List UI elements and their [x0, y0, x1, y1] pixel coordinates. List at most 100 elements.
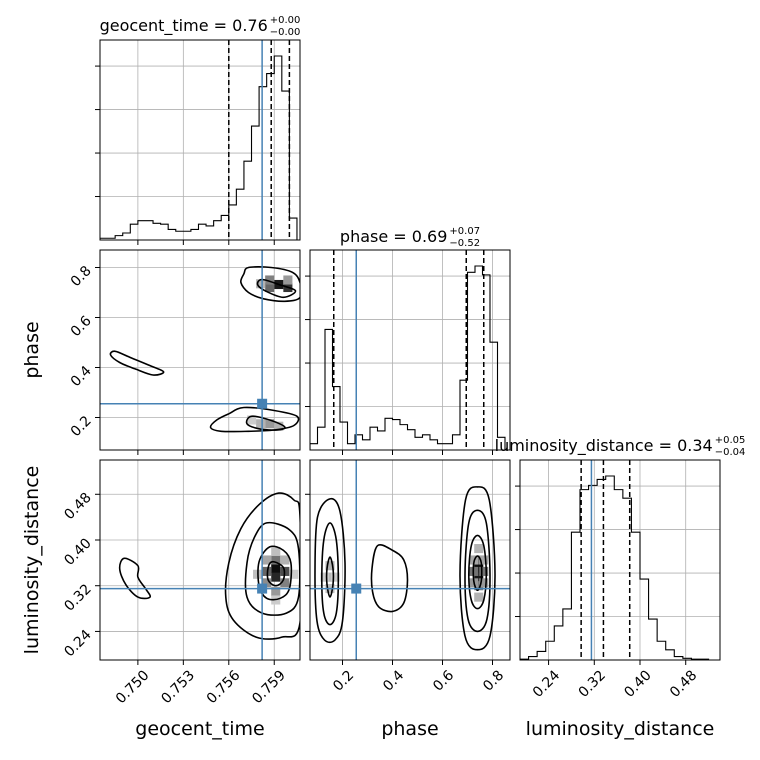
density-cell — [280, 555, 290, 565]
contour-line — [224, 492, 300, 640]
density-cell — [474, 592, 484, 602]
histogram-geocent-time — [100, 55, 298, 240]
title-text: luminosity_distance = 0.34 — [495, 436, 713, 456]
y-tick-label: 0.2 — [68, 413, 95, 440]
panel-frame — [309, 249, 511, 451]
x-tick-label: 0.6 — [430, 667, 457, 694]
y-tick-label: 0.32 — [61, 581, 94, 614]
title-minus: −0.52 — [449, 238, 480, 249]
truth-marker — [257, 583, 268, 594]
panel-title: luminosity_distance = 0.34 +0.05−0.04 — [495, 435, 746, 458]
grid-lines — [100, 40, 720, 660]
panel-frame — [309, 459, 511, 661]
x-tick-label: 0.32 — [576, 667, 609, 700]
truth-marker — [257, 398, 268, 409]
density-cell — [474, 555, 484, 565]
density-cell — [271, 572, 281, 582]
title-text: phase = 0.69 — [340, 227, 447, 246]
title-text: geocent_time = 0.76 — [100, 16, 268, 36]
title-plus: +0.00 — [270, 15, 301, 26]
y-tick-label: 0.48 — [61, 490, 94, 523]
panel-title: geocent_time = 0.76 +0.00−0.00 — [100, 15, 301, 38]
density-cell — [330, 572, 340, 582]
panel-frames — [99, 39, 721, 661]
contour-line — [370, 544, 409, 613]
x-tick-label: 0.4 — [380, 667, 407, 694]
density-cell — [474, 544, 484, 554]
histogram-phase — [310, 265, 506, 450]
density-cell — [474, 564, 484, 574]
density-cell — [325, 561, 335, 571]
contour-line — [118, 557, 152, 600]
density-cell — [271, 555, 281, 565]
x-axis-label: luminosity_distance — [526, 718, 715, 740]
truth-marker — [351, 583, 362, 594]
title-plus: +0.07 — [449, 226, 480, 237]
histogram-luminosity-distance — [520, 475, 710, 660]
density-cell — [274, 421, 284, 431]
x-tick-label: 0.756 — [204, 667, 244, 707]
panel-title: phase = 0.69 +0.07−0.52 — [340, 226, 480, 249]
contour-layer — [109, 266, 496, 651]
histogram-layer — [100, 55, 710, 660]
x-tick-label: 0.48 — [667, 667, 700, 700]
density-cell — [320, 572, 330, 582]
density-cell — [289, 569, 299, 579]
density-cell — [479, 555, 489, 565]
contour-line — [467, 534, 488, 610]
contour-line — [320, 522, 340, 626]
x-tick-label: 0.753 — [158, 667, 198, 707]
title-plus: +0.05 — [715, 435, 746, 446]
panel-frame — [99, 249, 301, 451]
y-tick-label: 0.8 — [68, 263, 95, 290]
title-minus: −0.00 — [270, 27, 301, 38]
contour-line — [266, 560, 286, 587]
density-cell — [280, 578, 290, 588]
y-axis-label: phase — [21, 321, 43, 378]
density-cell — [246, 415, 257, 425]
contour-line — [257, 545, 293, 601]
x-axis-label: phase — [381, 718, 438, 740]
density-cell — [474, 572, 484, 582]
contour-line — [314, 497, 346, 644]
tick-marks — [95, 65, 687, 665]
x-tick-label: 0.2 — [330, 667, 357, 694]
density-cell — [256, 279, 266, 289]
density-cell — [262, 578, 272, 588]
contour-line — [325, 556, 335, 598]
density-cell — [271, 564, 281, 574]
density-cell — [262, 555, 272, 565]
contour-line — [256, 278, 297, 299]
density-cell — [265, 419, 275, 429]
y-tick-label: 0.6 — [68, 313, 95, 340]
contour-line — [239, 266, 300, 303]
contour-line — [459, 486, 496, 651]
density-cell — [479, 566, 489, 576]
density-cell — [265, 282, 275, 293]
y-axis-label: luminosity_distance — [21, 466, 43, 655]
panel-frame — [519, 459, 721, 661]
density-cell — [271, 586, 281, 596]
density-cell — [256, 419, 266, 429]
y-tick-label: 0.4 — [68, 363, 95, 390]
contour-line — [209, 406, 300, 433]
density-cell — [265, 275, 275, 285]
panel-frame — [99, 39, 301, 241]
y-tick-label: 0.40 — [61, 535, 94, 568]
x-tick-label: 0.8 — [480, 667, 507, 694]
x-tick-label: 0.40 — [621, 667, 654, 700]
panel-frame — [99, 459, 301, 661]
x-tick-label: 0.759 — [249, 667, 289, 707]
title-minus: −0.04 — [715, 447, 746, 458]
density-cell — [474, 581, 484, 591]
contour-line — [472, 555, 483, 592]
density-cell — [283, 275, 293, 285]
density-cell — [325, 572, 335, 582]
reference-lines — [100, 40, 631, 660]
contour-line — [464, 509, 491, 633]
contour-line — [244, 521, 300, 616]
density-cell — [271, 546, 281, 556]
y-tick-label: 0.24 — [61, 627, 94, 660]
